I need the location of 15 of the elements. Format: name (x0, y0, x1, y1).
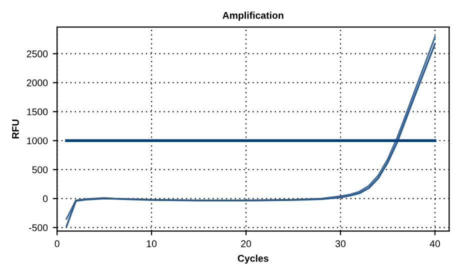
y-tick-label: 0 (43, 195, 48, 202)
y-tick-label: -500 (29, 224, 48, 232)
chart-title: Amplification (222, 12, 284, 21)
x-axis-title: Cycles (238, 254, 268, 264)
y-tick-label: 1000 (27, 137, 48, 144)
x-tick-label: 30 (335, 240, 346, 248)
x-tick-label: 0 (54, 240, 60, 248)
y-axis-title: RFU (12, 120, 19, 138)
x-tick-label: 20 (241, 240, 252, 248)
y-tick-label: 500 (32, 166, 48, 174)
y-tick-label: 2500 (26, 50, 48, 58)
y-tick-label: 2000 (26, 79, 48, 86)
y-tick-label: 1500 (27, 108, 48, 116)
x-tick-label: 40 (430, 240, 440, 248)
x-tick-label: 10 (146, 240, 157, 248)
